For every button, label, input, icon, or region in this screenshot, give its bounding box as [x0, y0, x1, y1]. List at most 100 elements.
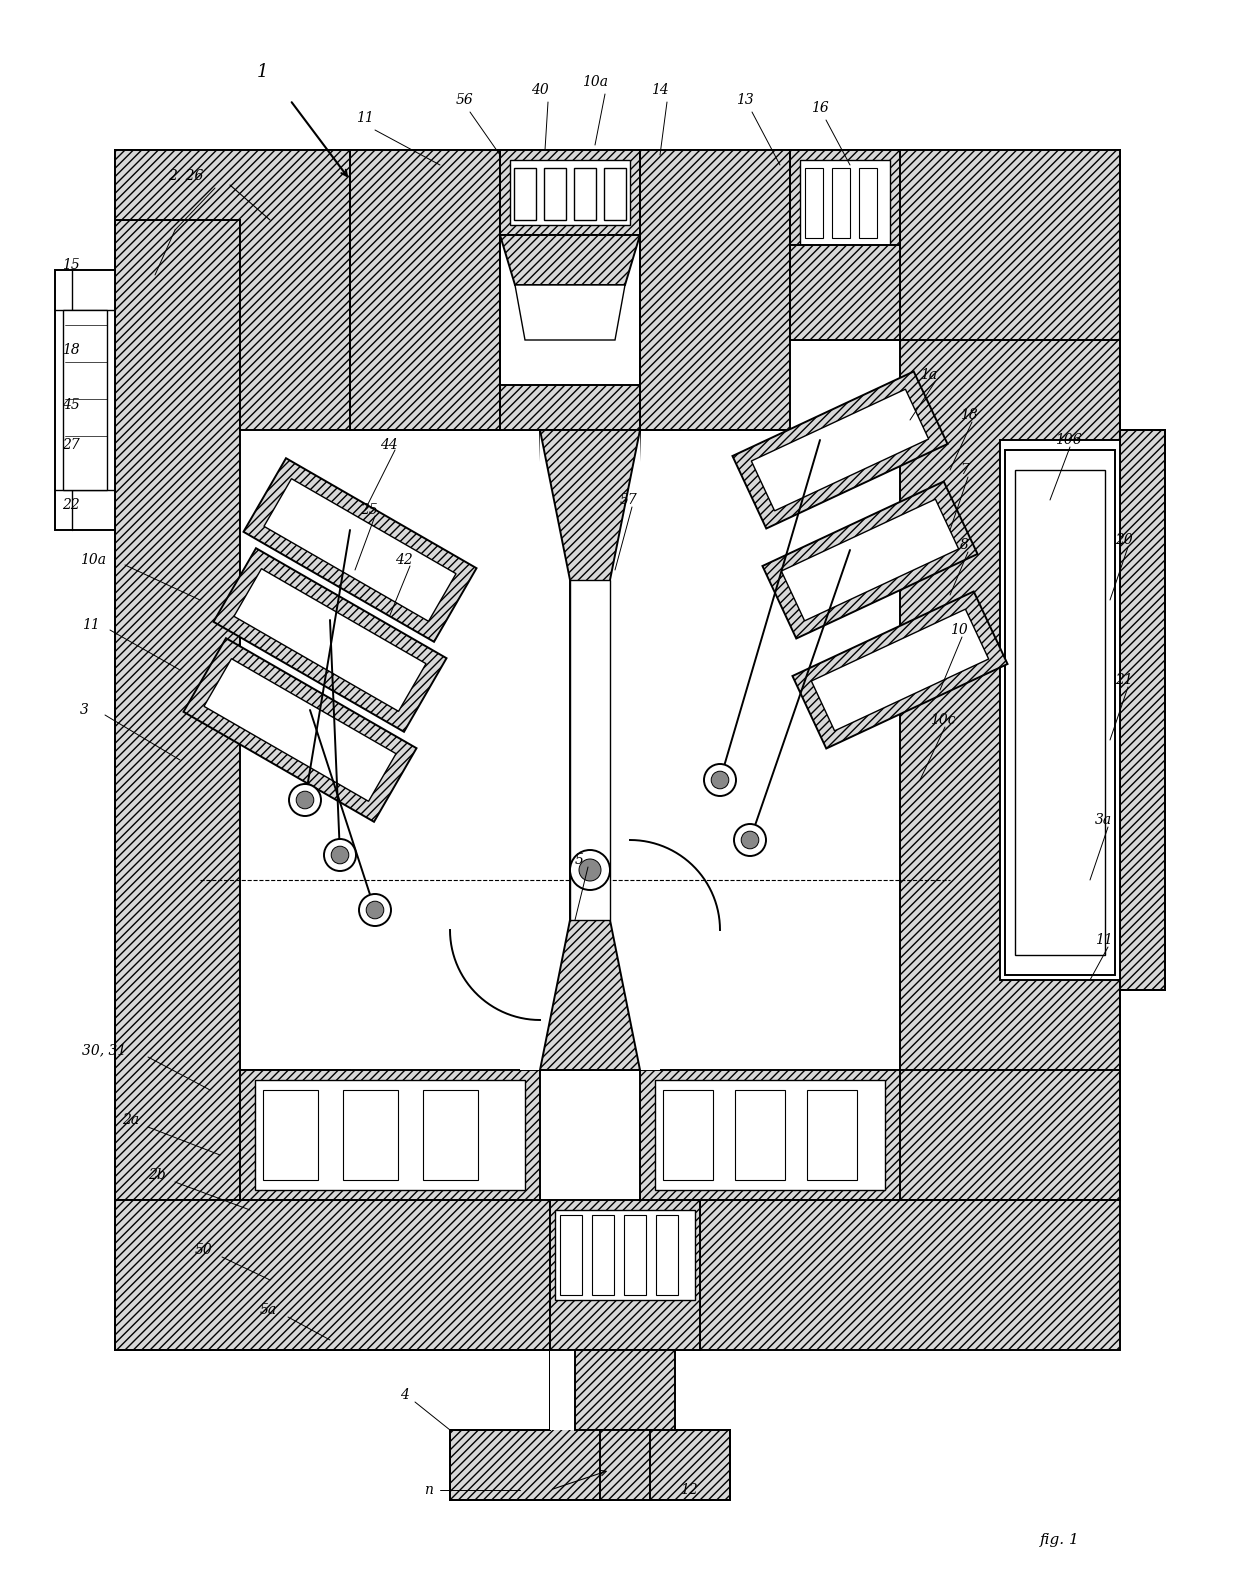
Polygon shape: [234, 569, 427, 711]
Circle shape: [570, 851, 610, 890]
Text: 22: 22: [62, 498, 79, 512]
Polygon shape: [640, 150, 790, 430]
Bar: [63, 310, 107, 490]
Polygon shape: [544, 168, 565, 220]
Polygon shape: [115, 150, 350, 430]
Polygon shape: [264, 479, 456, 621]
Polygon shape: [640, 1070, 900, 1200]
Text: 50: 50: [195, 1243, 213, 1257]
Circle shape: [712, 772, 729, 789]
Polygon shape: [570, 580, 610, 920]
Text: 40: 40: [531, 82, 549, 96]
Polygon shape: [807, 1089, 857, 1179]
Polygon shape: [184, 639, 417, 822]
Polygon shape: [500, 236, 640, 285]
Text: 2, 26: 2, 26: [167, 168, 203, 182]
Circle shape: [734, 824, 766, 855]
Polygon shape: [350, 150, 500, 430]
Polygon shape: [115, 220, 241, 1200]
Polygon shape: [115, 1200, 551, 1350]
Circle shape: [289, 784, 321, 816]
Polygon shape: [115, 150, 1166, 1200]
Text: n: n: [424, 1483, 433, 1497]
Polygon shape: [510, 160, 630, 225]
Polygon shape: [115, 150, 1166, 1500]
Polygon shape: [574, 168, 596, 220]
Circle shape: [331, 846, 348, 863]
Polygon shape: [763, 482, 977, 639]
Text: 25: 25: [360, 503, 378, 517]
Text: 18: 18: [960, 408, 978, 422]
Text: 42: 42: [396, 553, 413, 568]
Circle shape: [360, 893, 391, 926]
Polygon shape: [811, 609, 988, 730]
Polygon shape: [701, 1200, 1120, 1350]
Polygon shape: [551, 1200, 701, 1350]
Circle shape: [296, 790, 314, 809]
Polygon shape: [656, 1216, 678, 1295]
Polygon shape: [790, 150, 900, 340]
Polygon shape: [500, 386, 640, 430]
Polygon shape: [1120, 430, 1166, 990]
Polygon shape: [591, 1216, 614, 1295]
Polygon shape: [1004, 451, 1115, 975]
Text: 3: 3: [81, 704, 89, 718]
Polygon shape: [859, 168, 877, 239]
Polygon shape: [575, 1350, 675, 1429]
Polygon shape: [800, 160, 890, 245]
Text: 16: 16: [811, 101, 828, 115]
Polygon shape: [733, 372, 947, 528]
Polygon shape: [551, 1070, 701, 1429]
Text: 57: 57: [620, 493, 637, 508]
Polygon shape: [1120, 430, 1166, 990]
Polygon shape: [281, 1085, 300, 1186]
Polygon shape: [624, 1216, 646, 1295]
Text: 21: 21: [1115, 674, 1133, 688]
Polygon shape: [560, 1216, 582, 1295]
Polygon shape: [343, 1089, 398, 1179]
Polygon shape: [790, 245, 900, 340]
Text: 10: 10: [950, 623, 967, 637]
Circle shape: [324, 840, 356, 871]
Polygon shape: [241, 210, 900, 1200]
Text: 7: 7: [960, 463, 968, 477]
Polygon shape: [263, 1089, 317, 1179]
Polygon shape: [55, 270, 115, 530]
Polygon shape: [500, 150, 640, 236]
Text: 11: 11: [1095, 933, 1112, 947]
Text: 106: 106: [1055, 433, 1081, 447]
Text: 18: 18: [62, 343, 79, 357]
Polygon shape: [243, 458, 476, 642]
Polygon shape: [241, 1070, 539, 1200]
Polygon shape: [241, 210, 900, 1200]
Text: 2a: 2a: [122, 1113, 139, 1127]
Text: 4: 4: [401, 1388, 409, 1402]
Polygon shape: [790, 150, 1120, 340]
Text: 15: 15: [62, 258, 79, 272]
Polygon shape: [604, 168, 626, 220]
Polygon shape: [255, 1085, 273, 1186]
Circle shape: [742, 832, 759, 849]
Polygon shape: [781, 500, 959, 621]
Text: 10a: 10a: [582, 74, 608, 89]
Polygon shape: [309, 1085, 327, 1186]
Text: 11: 11: [82, 618, 99, 632]
Text: 13: 13: [737, 93, 754, 108]
Polygon shape: [520, 430, 660, 1070]
Polygon shape: [600, 1429, 650, 1500]
Polygon shape: [203, 659, 396, 802]
Polygon shape: [500, 150, 640, 430]
Polygon shape: [515, 285, 625, 340]
Text: 1a: 1a: [920, 368, 937, 383]
Text: 44: 44: [379, 438, 398, 452]
Text: 45: 45: [62, 398, 79, 413]
Polygon shape: [255, 1080, 525, 1190]
Text: 56: 56: [456, 93, 474, 108]
Polygon shape: [515, 168, 536, 220]
Text: 2b: 2b: [148, 1168, 166, 1183]
Polygon shape: [556, 1209, 694, 1300]
Circle shape: [704, 764, 737, 795]
Text: 10c: 10c: [930, 713, 956, 727]
Polygon shape: [423, 1089, 477, 1179]
Polygon shape: [805, 168, 823, 239]
